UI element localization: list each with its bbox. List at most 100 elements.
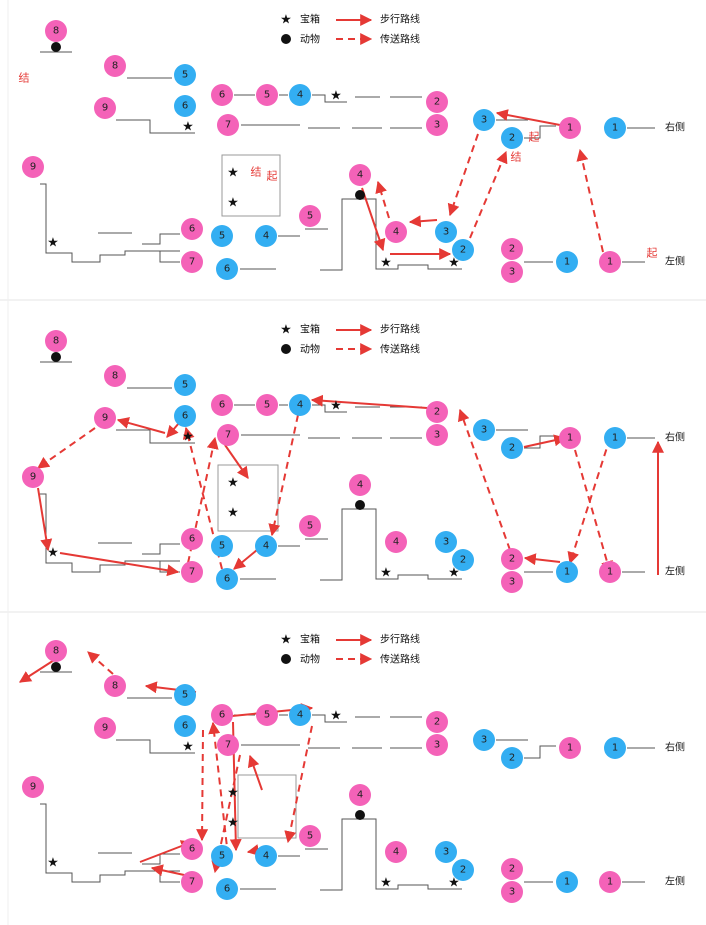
pink-node (94, 407, 116, 429)
blue-node (216, 568, 238, 590)
blue-node (255, 535, 277, 557)
node-label: 1 (564, 567, 570, 578)
node-label: 1 (612, 123, 618, 134)
blue-node (174, 95, 196, 117)
node-label: 4 (297, 710, 303, 721)
teleport-arrow (87, 651, 123, 683)
node-label: 2 (509, 244, 515, 255)
star-icon: ★ (227, 196, 239, 211)
legend-star-icon: ★ (280, 13, 292, 28)
node-label: 2 (434, 97, 440, 108)
node-label: 4 (263, 231, 269, 242)
platform-line (320, 818, 462, 891)
pink-node (426, 91, 448, 113)
node-label: 3 (443, 227, 449, 238)
pink-node (181, 838, 203, 860)
blue-node (216, 258, 238, 280)
pink-node (299, 825, 321, 847)
node-label: 3 (434, 430, 440, 441)
node-label: 3 (509, 887, 515, 898)
node-label: 8 (53, 336, 59, 347)
pink-node (559, 117, 581, 139)
platform-line (524, 125, 556, 139)
star-icon: ★ (182, 120, 194, 135)
pink-node (104, 365, 126, 387)
node-label: 2 (509, 753, 515, 764)
walk-arrow (116, 417, 166, 434)
node-label: 4 (393, 537, 399, 548)
blue-node (473, 419, 495, 441)
node-label: 6 (224, 264, 230, 275)
node-label: 1 (564, 877, 570, 888)
pink-node (211, 394, 233, 416)
star-icon: ★ (448, 256, 460, 271)
star-icon: ★ (47, 546, 59, 561)
node-label: 4 (393, 847, 399, 858)
star-icon: ★ (182, 740, 194, 755)
star-icon: ★ (448, 566, 460, 581)
node-label: 3 (509, 577, 515, 588)
node-label: 1 (612, 433, 618, 444)
walk-arrow (408, 215, 438, 228)
node-label: 6 (219, 400, 225, 411)
node-label: 9 (102, 723, 108, 734)
star-icon: ★ (330, 399, 342, 414)
pink-node (299, 515, 321, 537)
pink-node (599, 561, 621, 583)
legend-star-icon: ★ (280, 323, 292, 338)
platform-line (524, 745, 556, 759)
blue-node (452, 859, 474, 881)
left-side-label: 左侧 (665, 255, 685, 268)
star-icon: ★ (227, 166, 239, 181)
legend-dot-icon (281, 654, 291, 664)
node-label: 1 (612, 743, 618, 754)
star-icon: ★ (227, 816, 239, 831)
node-label: 9 (30, 782, 36, 793)
blue-node (556, 251, 578, 273)
node-label: 4 (357, 790, 363, 801)
blue-node (556, 561, 578, 583)
node-label: 2 (434, 407, 440, 418)
legend-animal-label: 动物 (300, 653, 320, 666)
pink-node (94, 97, 116, 119)
teleport-arrow (208, 721, 229, 857)
node-label: 3 (481, 735, 487, 746)
node-label: 5 (307, 521, 313, 532)
node-label: 2 (509, 443, 515, 454)
star-icon: ★ (47, 236, 59, 251)
node-label: 5 (264, 400, 270, 411)
node-label: 3 (434, 740, 440, 751)
pink-node (599, 251, 621, 273)
node-label: 5 (219, 541, 225, 552)
walk-arrow (224, 444, 249, 479)
node-label: 2 (434, 717, 440, 728)
star-icon: ★ (380, 876, 392, 891)
teleport-arrow (457, 408, 511, 551)
end-marker: 结 (511, 151, 522, 164)
pink-node (559, 427, 581, 449)
walk-arrow (361, 187, 386, 252)
platform-line (524, 435, 556, 449)
legend-star-icon: ★ (280, 633, 292, 648)
walk-arrow (37, 487, 53, 552)
blue-node (452, 549, 474, 571)
end-marker: 结 (251, 166, 262, 179)
black-dot-icon (51, 662, 61, 672)
node-label: 2 (509, 864, 515, 875)
platform-line (312, 94, 347, 103)
node-label: 6 (182, 721, 188, 732)
node-label: 2 (509, 554, 515, 565)
node-label: 1 (564, 257, 570, 268)
node-label: 1 (607, 567, 613, 578)
legend-teleport-label: 传送路线 (380, 653, 420, 666)
node-label: 8 (112, 371, 118, 382)
walk-arrow (310, 394, 428, 409)
pink-node (45, 640, 67, 662)
node-label: 7 (189, 257, 195, 268)
blue-node (501, 437, 523, 459)
start-marker: 起 (267, 170, 278, 183)
pink-node (104, 55, 126, 77)
pink-node (349, 164, 371, 186)
node-label: 1 (607, 877, 613, 888)
node-label: 1 (567, 743, 573, 754)
